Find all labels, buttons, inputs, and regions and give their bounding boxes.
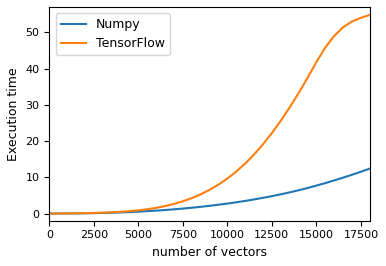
TensorFlow: [74, 212, 78, 215]
TensorFlow: [91, 211, 96, 215]
Numpy: [287, 191, 292, 194]
X-axis label: number of vectors: number of vectors: [152, 246, 267, 259]
TensorFlow: [341, 26, 345, 29]
Numpy: [136, 210, 141, 213]
Legend: Numpy, TensorFlow: Numpy, TensorFlow: [56, 13, 169, 55]
TensorFlow: [225, 177, 230, 180]
Numpy: [100, 211, 105, 215]
Line: TensorFlow: TensorFlow: [49, 15, 370, 214]
Numpy: [278, 193, 283, 196]
Numpy: [56, 212, 61, 215]
TensorFlow: [172, 202, 176, 206]
Numpy: [109, 211, 114, 214]
Numpy: [305, 186, 310, 190]
Y-axis label: Execution time: Execution time: [7, 67, 20, 161]
Numpy: [83, 212, 87, 215]
TensorFlow: [56, 212, 61, 215]
Numpy: [252, 198, 256, 201]
TensorFlow: [278, 119, 283, 122]
Numpy: [323, 181, 328, 185]
Numpy: [234, 201, 239, 204]
Numpy: [243, 199, 247, 202]
Numpy: [216, 203, 221, 206]
TensorFlow: [305, 76, 310, 80]
TensorFlow: [83, 211, 87, 215]
TensorFlow: [287, 106, 292, 109]
Numpy: [261, 196, 265, 200]
TensorFlow: [314, 60, 319, 64]
Numpy: [127, 210, 132, 214]
Numpy: [154, 209, 159, 212]
Numpy: [181, 207, 185, 210]
TensorFlow: [216, 183, 221, 186]
TensorFlow: [154, 206, 159, 209]
TensorFlow: [234, 170, 239, 173]
TensorFlow: [47, 212, 52, 215]
TensorFlow: [198, 193, 203, 196]
Line: Numpy: Numpy: [49, 169, 370, 214]
Numpy: [198, 205, 203, 209]
TensorFlow: [323, 46, 328, 49]
Numpy: [225, 202, 230, 205]
TensorFlow: [332, 34, 337, 38]
Numpy: [207, 204, 212, 207]
TensorFlow: [367, 13, 372, 16]
Numpy: [65, 212, 69, 215]
TensorFlow: [350, 20, 354, 23]
Numpy: [332, 179, 337, 182]
TensorFlow: [243, 162, 247, 165]
Numpy: [91, 211, 96, 215]
Numpy: [341, 176, 345, 179]
TensorFlow: [359, 16, 363, 19]
Numpy: [269, 194, 274, 198]
TensorFlow: [296, 92, 301, 95]
TensorFlow: [163, 205, 168, 208]
Numpy: [145, 210, 150, 213]
TensorFlow: [100, 211, 105, 214]
TensorFlow: [118, 210, 123, 213]
Numpy: [190, 206, 194, 209]
Numpy: [350, 173, 354, 176]
TensorFlow: [207, 188, 212, 192]
Numpy: [359, 170, 363, 173]
Numpy: [118, 211, 123, 214]
TensorFlow: [261, 143, 265, 146]
TensorFlow: [65, 212, 69, 215]
TensorFlow: [252, 153, 256, 156]
TensorFlow: [269, 131, 274, 135]
TensorFlow: [181, 200, 185, 203]
Numpy: [367, 167, 372, 170]
TensorFlow: [145, 208, 150, 211]
Numpy: [74, 212, 78, 215]
TensorFlow: [109, 211, 114, 214]
Numpy: [47, 212, 52, 215]
Numpy: [296, 189, 301, 192]
TensorFlow: [190, 197, 194, 200]
TensorFlow: [136, 209, 141, 212]
Numpy: [172, 208, 176, 211]
TensorFlow: [127, 210, 132, 213]
Numpy: [314, 184, 319, 187]
Numpy: [163, 209, 168, 212]
